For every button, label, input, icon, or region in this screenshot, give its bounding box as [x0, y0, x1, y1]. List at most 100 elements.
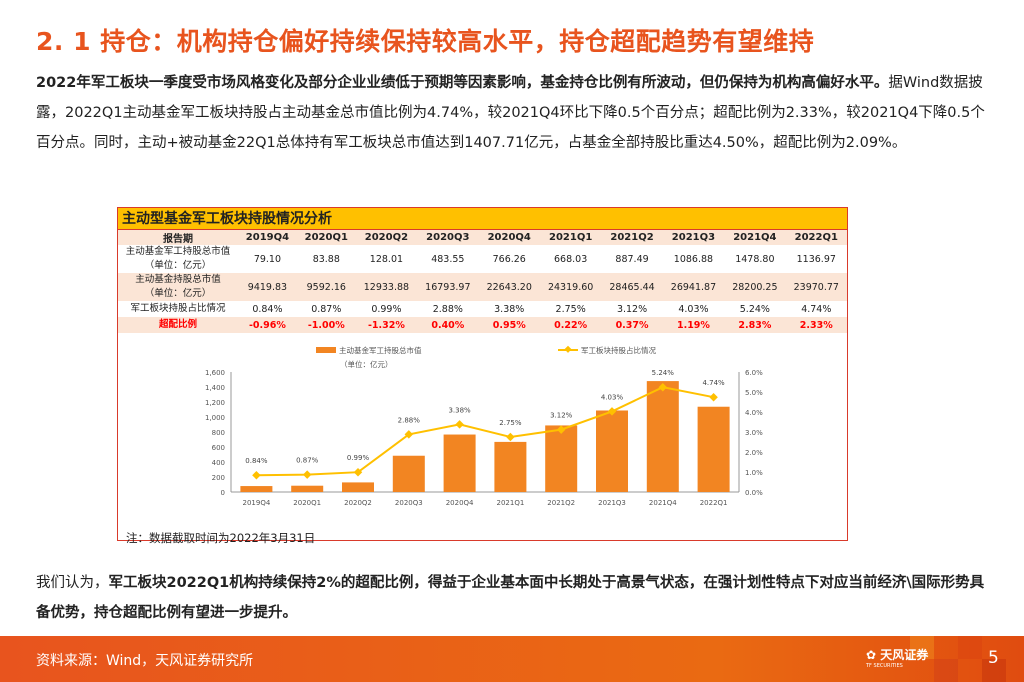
x-tick: 2021Q1 [497, 499, 525, 507]
data-label: 2.88% [398, 416, 421, 424]
table-cell: 1.19% [662, 317, 725, 333]
x-tick: 2022Q1 [700, 499, 728, 507]
table-cell: 668.03 [554, 253, 588, 265]
x-tick: 2021Q3 [598, 499, 626, 507]
table-header-cell: 2020Q4 [487, 232, 531, 243]
y-right-tick: 5.0% [745, 389, 763, 397]
line-point [353, 467, 363, 477]
table-cell: 28465.44 [609, 281, 655, 293]
table-cell: 0.22% [539, 317, 602, 333]
conclusion-bold: 军工板块2022Q1机构持续保持2%的超配比例，得益于企业基本面中长期处于高景气… [36, 575, 985, 621]
row-label-line: 主动基金军工持股总市值 [125, 246, 231, 257]
table-cell: 0.87% [311, 303, 342, 315]
intro-paragraph: 2022年军工板块一季度受市场风格变化及部分企业业绩低于预期等因素影响，基金持仓… [36, 68, 991, 158]
y-left-tick: 200 [212, 474, 225, 482]
table-header-cell: 2020Q2 [364, 232, 409, 243]
table-cell: 2.83% [724, 317, 786, 333]
line-series [256, 386, 714, 477]
page-title: 2. 1 持仓：机构持仓偏好持续保持较高水平，持仓超配趋势有望维持 [36, 27, 815, 56]
data-label: 2.75% [499, 419, 522, 427]
table-header-cell: 2019Q4 [245, 232, 290, 243]
bar [240, 486, 273, 492]
bar [697, 406, 730, 492]
y-right-tick: 0.0% [745, 489, 763, 497]
x-tick: 2020Q1 [293, 499, 321, 507]
table-cell: 128.01 [369, 253, 404, 265]
y-right-tick: 6.0% [745, 369, 763, 377]
logo-subtext: TF SECURITIES [866, 663, 903, 669]
table-cell: 483.55 [431, 253, 465, 265]
table-header-cell: 2021Q1 [548, 232, 593, 243]
table-title: 主动型基金军工板块持股情况分析 [118, 208, 847, 230]
line-point [404, 430, 414, 439]
table-cell: 0.95% [478, 317, 540, 333]
company-logo: ✿ 天风证券 TF SECURITIES [866, 646, 928, 669]
row-label-line: 主动基金持股总市值 [135, 274, 221, 285]
legend-line-label: 军工板块持股占比情况 [581, 345, 656, 355]
footer: 资料来源：Wind，天风证券研究所 ✿ 天风证券 TF SECURITIES 5 [0, 636, 1024, 682]
y-right-tick: 3.0% [745, 429, 763, 437]
table-header-cell: 2020Q3 [426, 232, 470, 243]
table-cell: 16793.97 [425, 281, 471, 293]
table-cell: -1.00% [296, 317, 356, 333]
table-cell: 4.03% [678, 303, 709, 315]
table-row: 超配比例 -0.96% -1.00% -1.32% 0.40% 0.95% 0.22% 0.3… [118, 317, 847, 333]
data-label: 5.24% [652, 369, 675, 377]
page-number: 5 [988, 648, 999, 668]
unit-note: （单位：亿元） [340, 359, 393, 369]
row-label: 超配比例 [118, 317, 238, 333]
table-cell: 12933.88 [363, 281, 410, 293]
table-header-cell: 2021Q2 [610, 232, 654, 243]
table-header-cell: 2020Q1 [304, 232, 348, 243]
table-cell: 3.38% [494, 303, 525, 315]
table-cell: 0.40% [417, 317, 479, 333]
intro-text: 据Wind数据披露，2022Q1主动基金军工板块持股占主动基金总市值比例为4.7… [36, 75, 985, 151]
intro-bold: 2022年军工板块一季度受市场风格变化及部分企业业绩低于预期等因素影响，基金持仓… [36, 75, 889, 91]
figure-note: 注：数据截取时间为2022年3月31日 [126, 531, 316, 545]
x-tick: 2020Q3 [395, 499, 423, 507]
table-cell: 2.33% [785, 317, 847, 333]
logo-text: 天风证券 [880, 648, 929, 662]
legend-bar-swatch [316, 347, 336, 353]
table-header-cell: 2021Q3 [671, 232, 716, 243]
bar [291, 485, 324, 492]
row-label: 主动基金持股总市值 （单位：亿元） [118, 273, 238, 301]
conclusion-pre: 我们认为， [36, 575, 109, 591]
table-header-cell: 报告期 [163, 234, 193, 245]
table-cell: 28200.25 [732, 281, 778, 293]
table-cell: 83.88 [312, 253, 340, 265]
table-cell: 23970.77 [793, 281, 839, 293]
y-left-tick: 0 [221, 489, 225, 497]
line-point [709, 392, 718, 402]
row-label: 主动基金军工持股总市值 （单位：亿元） [118, 245, 238, 273]
line-point [455, 420, 464, 429]
holdings-table: 报告期 2019Q4 2020Q1 2020Q2 2020Q3 2020Q4 2021Q1 2… [118, 230, 847, 333]
legend-bar-label: 主动基金军工持股总市值 [339, 345, 422, 355]
bar [545, 425, 578, 492]
row-label: 军工板块持股占比情况 [118, 301, 238, 317]
y-left-tick: 600 [212, 444, 225, 452]
table-header: 报告期 2019Q4 2020Q1 2020Q2 2020Q3 2020Q4 2021Q1 2… [118, 230, 847, 245]
table-cell: 2.75% [555, 303, 586, 315]
table-cell: 4.74% [801, 303, 832, 315]
x-tick: 2021Q2 [547, 499, 575, 507]
row-label-line: 军工板块持股占比情况 [130, 303, 226, 314]
data-label: 3.38% [448, 406, 471, 414]
source-text: 资料来源：Wind，天风证券研究所 [36, 653, 254, 669]
table-cell: 1086.88 [673, 253, 714, 265]
table-cell: 5.24% [739, 303, 770, 315]
table-header-cell: 2021Q4 [733, 232, 777, 243]
x-tick: 2021Q4 [649, 499, 677, 507]
table-cell: 887.49 [615, 253, 649, 265]
y-right-tick: 2.0% [745, 449, 763, 457]
data-label: 0.84% [245, 457, 268, 465]
table-cell: 766.26 [492, 253, 526, 265]
y-right-tick: 1.0% [745, 469, 763, 477]
table-cell: 0.84% [252, 303, 283, 315]
conclusion-paragraph: 我们认为，军工板块2022Q1机构持续保持2%的超配比例，得益于企业基本面中长期… [36, 568, 991, 628]
line-point [252, 470, 261, 480]
bar [494, 441, 527, 492]
data-label: 4.74% [702, 379, 725, 387]
row-label-line: 超配比例 [158, 319, 197, 330]
y-left-tick: 400 [212, 459, 225, 467]
